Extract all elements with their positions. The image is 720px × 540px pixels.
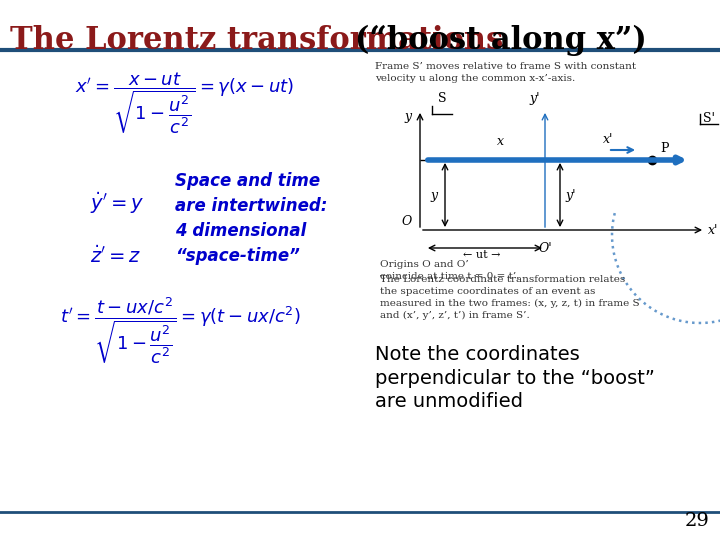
Text: y': y' [529, 92, 540, 105]
Text: The Lorentz coordinate transformation relates
the spacetime coordinates of an ev: The Lorentz coordinate transformation re… [380, 275, 639, 320]
Text: O: O [402, 215, 412, 228]
Text: Frame S’ moves relative to frame S with constant
velocity u along the common x-x: Frame S’ moves relative to frame S with … [375, 62, 636, 83]
Text: The Lorentz transformations: The Lorentz transformations [10, 25, 514, 56]
Text: $\dot{z}' = z$: $\dot{z}' = z$ [90, 245, 141, 267]
Text: Note the coordinates
perpendicular to the “boost”
are unmodified: Note the coordinates perpendicular to th… [375, 345, 655, 411]
Text: S: S [438, 92, 446, 105]
Text: x': x' [603, 133, 613, 146]
Text: (“boost along x”): (“boost along x”) [355, 25, 647, 56]
Text: S': S' [703, 111, 715, 125]
Text: $x' = \dfrac{x - ut}{\sqrt{1 - \dfrac{u^2}{c^2}}} = \gamma(x - ut)$: $x' = \dfrac{x - ut}{\sqrt{1 - \dfrac{u^… [76, 70, 294, 136]
Text: $t' = \dfrac{t - ux/c^2}{\sqrt{1 - \dfrac{u^2}{c^2}}} = \gamma(t - ux/c^2)$: $t' = \dfrac{t - ux/c^2}{\sqrt{1 - \dfra… [60, 295, 300, 366]
Text: x': x' [708, 224, 719, 237]
Text: y': y' [565, 188, 575, 201]
Text: 29: 29 [685, 512, 710, 530]
Text: y: y [431, 188, 438, 201]
Text: $\dot{y}' = y$: $\dot{y}' = y$ [90, 190, 144, 215]
Text: y: y [405, 110, 412, 123]
Text: x: x [497, 135, 503, 148]
Text: Origins O and O’
coincide at time t = 0 = t’.: Origins O and O’ coincide at time t = 0 … [380, 260, 520, 281]
Text: O': O' [538, 242, 552, 255]
Text: ← ut →: ← ut → [463, 250, 500, 260]
Text: P: P [660, 142, 668, 155]
Text: Space and time
are intertwined:
4 dimensional
“space-time”: Space and time are intertwined: 4 dimens… [175, 172, 328, 265]
